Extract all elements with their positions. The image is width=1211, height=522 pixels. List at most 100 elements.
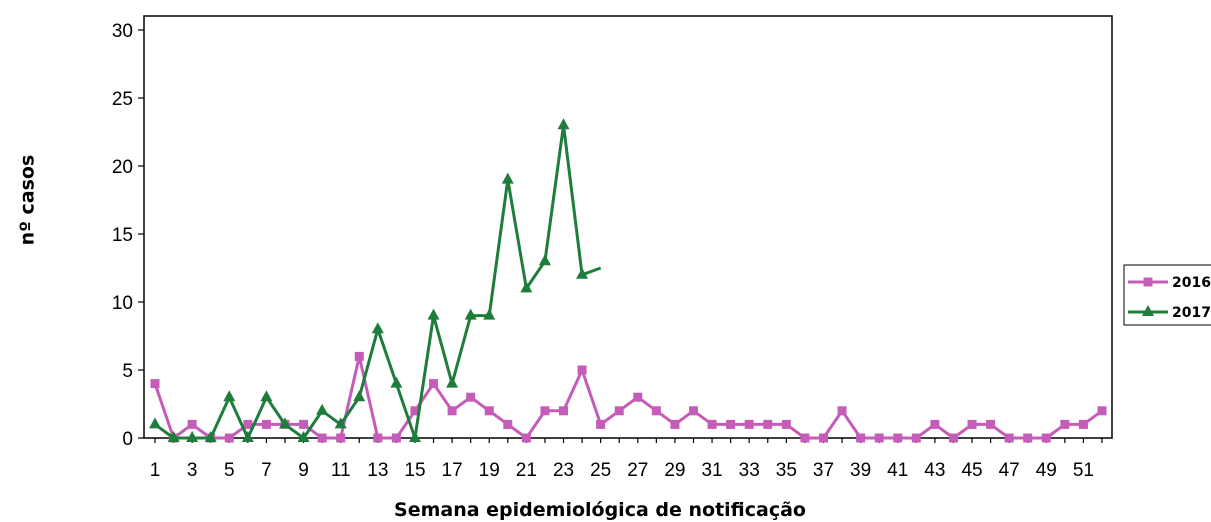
data-point [651,406,661,416]
x-tick-label: 29 [664,460,685,481]
x-tick-label: 33 [739,460,760,481]
legend-label: 2016 [1172,275,1211,291]
x-tick-label: 15 [404,460,425,481]
x-tick-label: 17 [442,460,463,481]
data-point [726,419,736,429]
y-tick-label: 5 [122,361,133,382]
data-point [429,379,439,389]
x-tick-label: 1 [150,460,161,481]
data-point [390,376,403,388]
data-point [224,433,234,443]
x-tick-label: 23 [553,460,574,481]
x-tick-label: 7 [261,460,272,481]
data-point [818,433,828,443]
data-point [1078,419,1088,429]
data-point [187,419,197,429]
legend-item-2017: 2017 [1128,305,1211,321]
data-point [577,365,587,375]
data-point [354,351,364,361]
data-point [353,390,366,402]
data-point [391,433,401,443]
y-tick-label: 15 [112,225,133,246]
data-point [261,419,271,429]
data-point [241,431,254,442]
data-point [540,406,550,416]
data-point [243,419,253,429]
data-point [893,433,903,443]
x-tick-label: 3 [187,460,198,481]
data-point [204,431,217,442]
series-layer [149,118,1107,443]
x-tick-label: 41 [887,460,908,481]
data-point [670,419,680,429]
x-tick-label: 35 [776,460,797,481]
y-tick-label: 10 [112,293,133,314]
data-point [373,433,383,443]
y-tick-label: 30 [112,21,133,42]
data-point [800,433,810,443]
y-tick-label: 20 [112,157,133,178]
x-tick-label: 51 [1073,460,1094,481]
data-point [1004,433,1014,443]
data-point [466,392,476,402]
data-point [688,406,698,416]
data-point [763,419,773,429]
legend-box [1123,264,1211,326]
x-tick-label: 5 [224,460,235,481]
data-point [967,419,977,429]
series-2017 [149,118,602,442]
x-axis-title: Semana epidemiológica de notificação [394,499,806,521]
data-point [150,379,160,389]
data-point [484,406,494,416]
data-point [707,419,717,429]
x-tick-label: 39 [850,460,871,481]
data-point [576,267,589,279]
data-point [1097,406,1107,416]
data-point [167,431,180,442]
data-point [986,419,996,429]
data-point [557,118,570,130]
legend: 2016 2017 [1123,264,1211,326]
x-tick-label: 31 [701,460,722,481]
x-tick-label: 9 [298,460,309,481]
data-point [837,406,847,416]
data-point [334,417,347,429]
legend-item-2016: 2016 [1128,275,1211,291]
x-tick-label: 27 [627,460,648,481]
data-point [948,433,958,443]
data-point [521,433,531,443]
x-tick-label: 43 [924,460,945,481]
data-point [149,417,161,429]
x-tick-label: 45 [961,460,982,481]
data-point [299,419,309,429]
data-point [744,419,754,429]
x-tick-label: 37 [813,460,834,481]
data-point [1060,419,1070,429]
data-point [633,392,643,402]
data-point [316,403,329,415]
data-point [408,431,421,442]
data-point [614,406,624,416]
data-point [336,433,346,443]
y-tick-label: 0 [122,429,133,450]
data-point [874,433,884,443]
series-2016 [150,351,1107,443]
data-point [297,431,310,442]
data-point [260,390,273,402]
y-axis-title: nº casos [17,155,39,246]
y-tick-label: 25 [112,89,133,110]
x-tick-label: 11 [331,460,351,481]
data-point [483,308,496,320]
data-point [911,433,921,443]
data-point [464,308,477,320]
data-point [371,322,384,334]
data-point [186,431,199,442]
x-tick-label: 21 [516,460,537,481]
legend-marker [1143,277,1153,287]
data-point [856,433,866,443]
series-line-2016 [153,354,1103,440]
data-point [1023,433,1033,443]
data-point [503,419,513,429]
data-point [1041,433,1051,443]
